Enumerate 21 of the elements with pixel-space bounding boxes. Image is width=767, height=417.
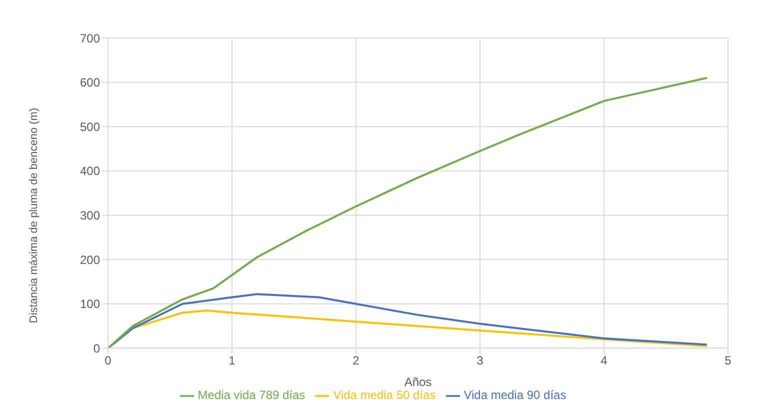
line-series	[108, 293, 708, 348]
y-axis-title: Distancia máxima de pluma de benceno (m)	[28, 108, 40, 324]
x-tick-label: 4	[600, 354, 608, 368]
y-tick-label: 0	[93, 341, 100, 356]
legend-label: Vida media 50 días	[333, 388, 436, 402]
y-tick-label: 500	[80, 120, 100, 134]
x-tick-label: 2	[352, 354, 360, 368]
x-tick-label: 3	[476, 354, 484, 368]
y-tick-label: 300	[80, 208, 100, 222]
y-tick-label: 200	[80, 252, 100, 267]
y-tick-label: 400	[80, 164, 100, 178]
legend-label: Vida media 90 días	[464, 388, 566, 402]
line-series	[108, 76, 708, 348]
x-tick-label: 1	[228, 354, 236, 368]
x-axis-title: Años	[404, 375, 432, 390]
x-tick-label: 5	[724, 354, 732, 368]
x-tick-label: 0	[104, 354, 112, 368]
y-tick-label: 700	[80, 31, 100, 46]
legend-label: Media vida 789 días	[198, 388, 306, 402]
y-tick-label: 600	[80, 76, 100, 90]
y-tick-label: 100	[80, 297, 100, 312]
